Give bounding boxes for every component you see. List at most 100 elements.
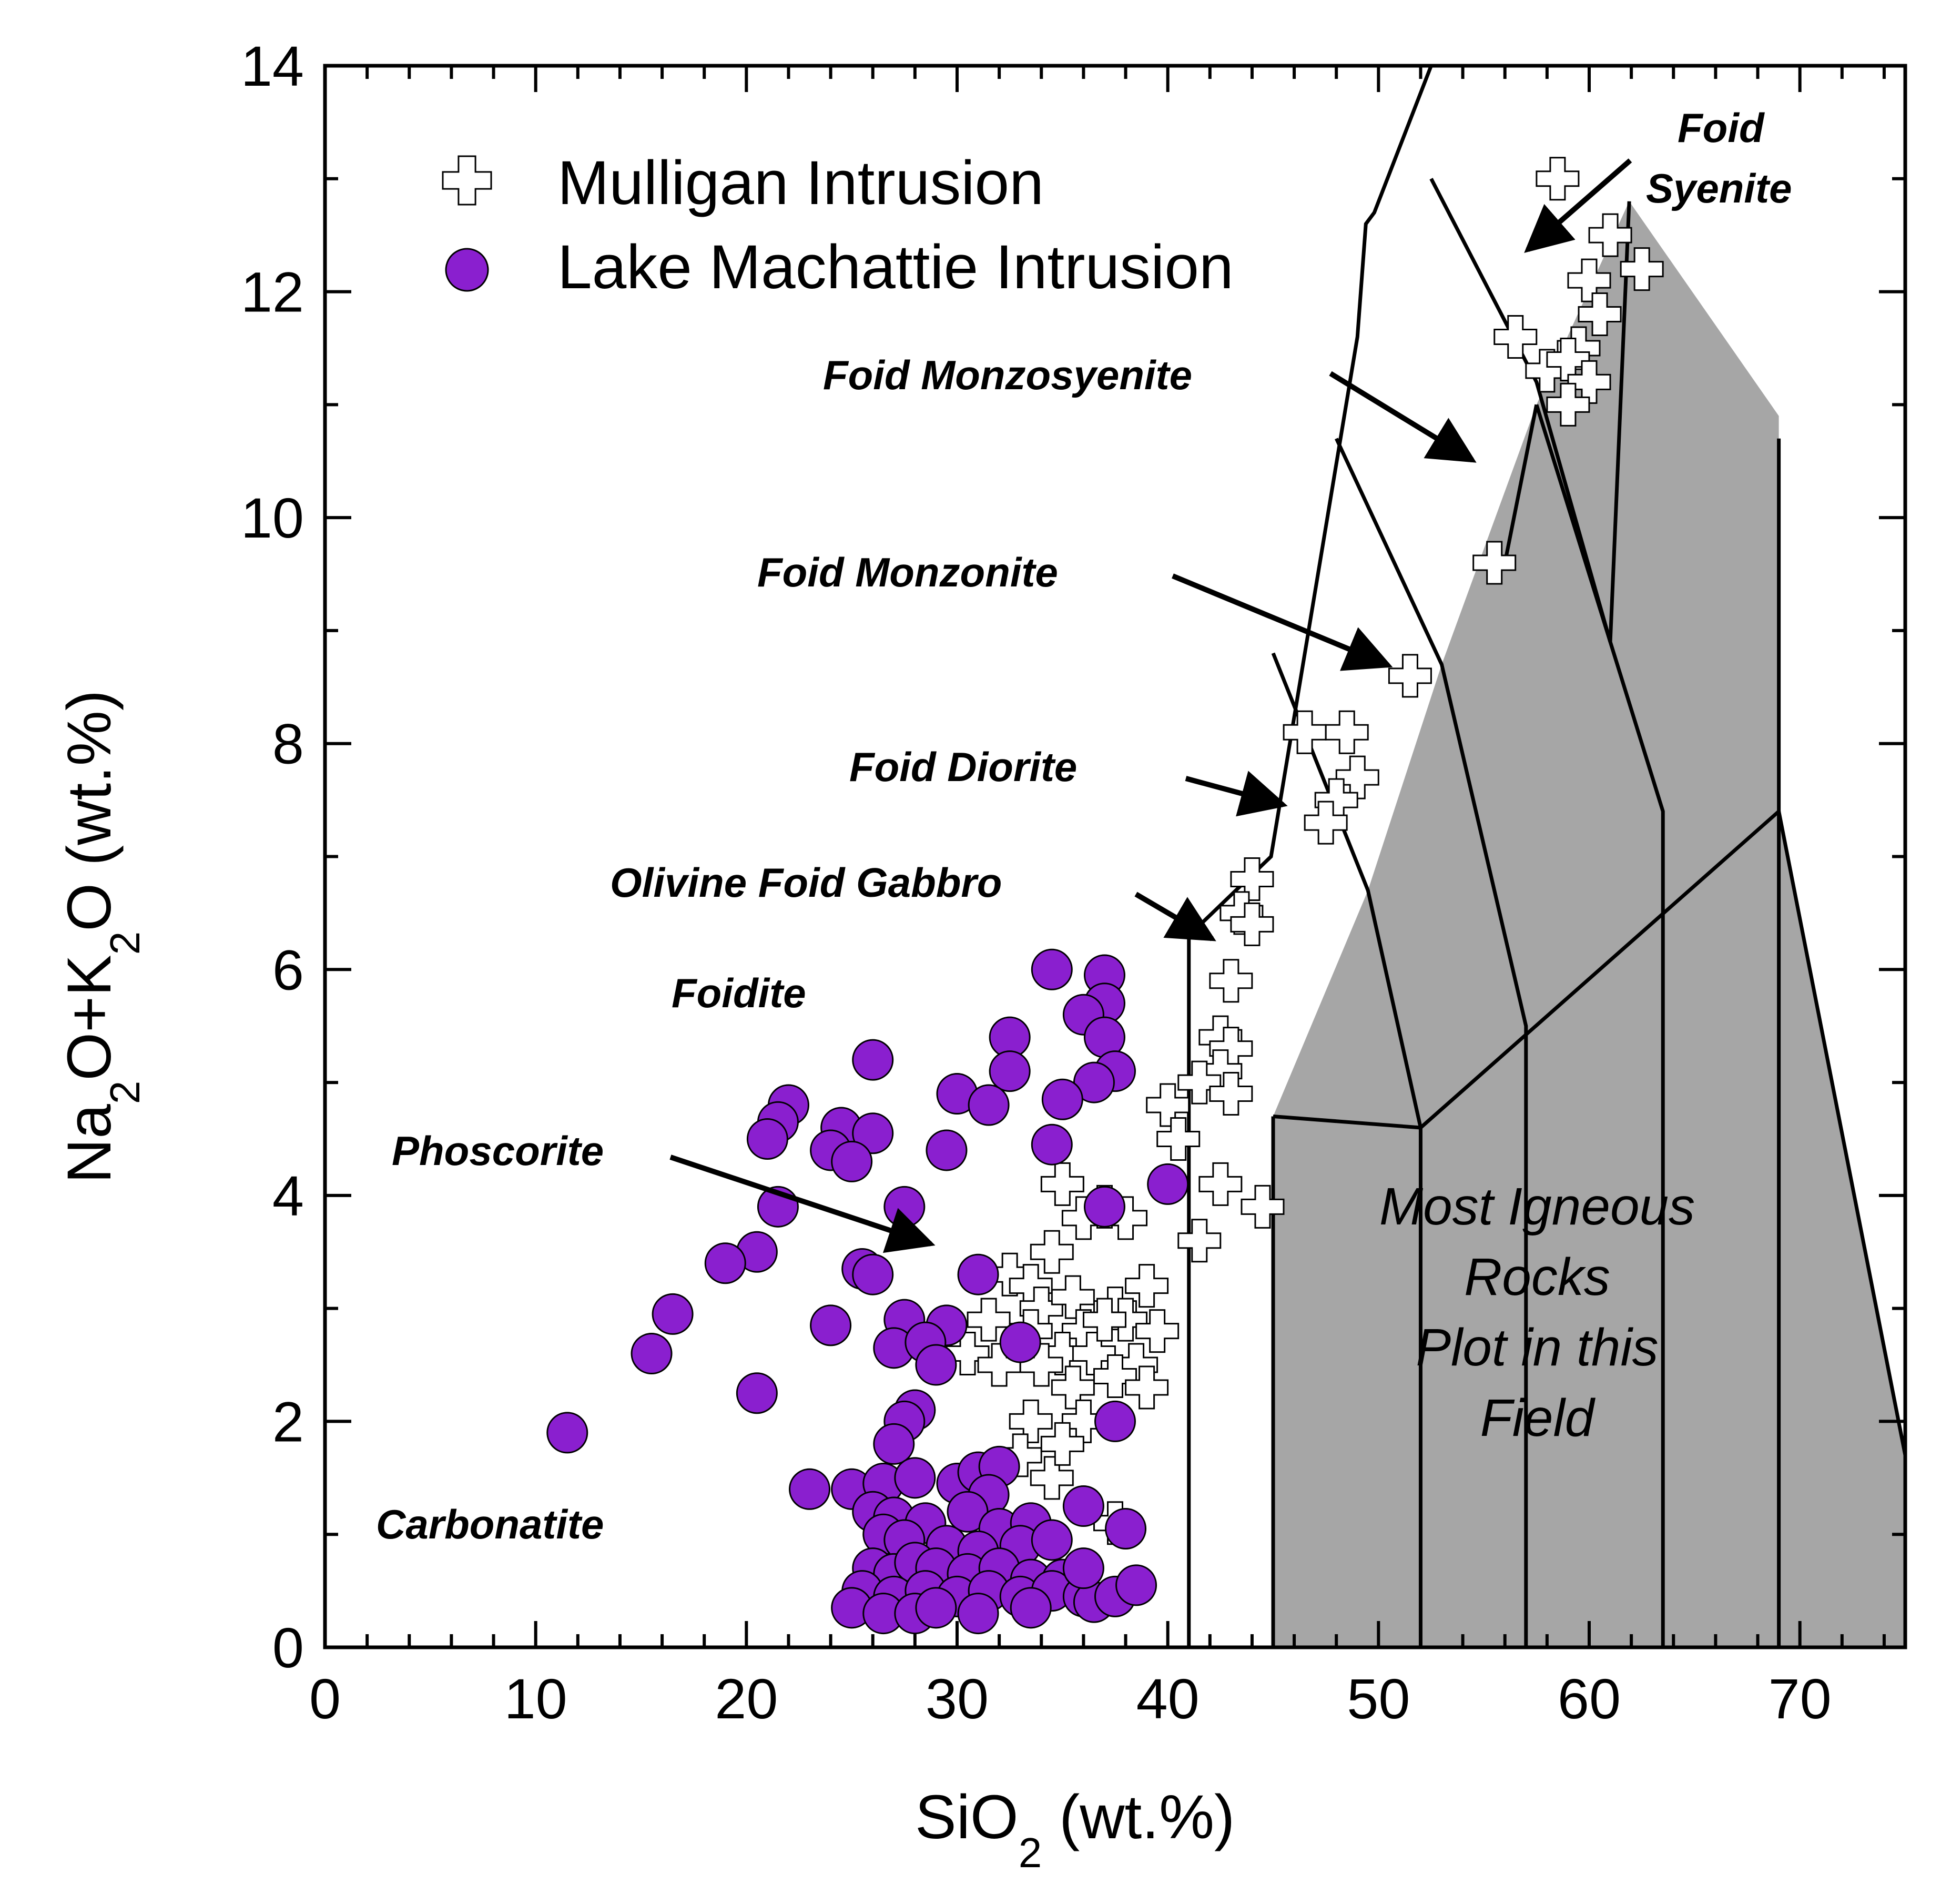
machattie-point [852, 1112, 894, 1154]
legend: Mulligan Intrusion Lake Machattie Intrus… [442, 148, 1234, 302]
mulligan-point [1040, 1162, 1084, 1206]
mulligan-point [1578, 292, 1622, 337]
machattie-point [915, 1344, 957, 1386]
y-tick-label: 0 [272, 1616, 304, 1679]
arrow-olivine-foid-gabbro [1134, 892, 1216, 941]
legend-label-mulligan: Mulligan Intrusion [557, 148, 1044, 218]
mulligan-point [1198, 1162, 1243, 1206]
machattie-point [873, 1423, 915, 1465]
y-tick-label: 6 [272, 938, 304, 1001]
x-tick-label: 30 [926, 1667, 989, 1730]
x-axis-title-main: SiO [915, 1783, 1019, 1852]
boundary-line-2 [1429, 178, 1631, 643]
shaded-field-label-line-3: Plot in this [1416, 1318, 1658, 1377]
machattie-point [883, 1186, 926, 1228]
mulligan-point [1009, 1399, 1053, 1443]
mulligan-point [1230, 902, 1274, 946]
machattie-point [1010, 1587, 1052, 1629]
label-foid-monzosyenite: Foid Monzosyenite [823, 352, 1192, 398]
machattie-point [1105, 1507, 1147, 1549]
label-olivine-foid-gabbro: Olivine Foid Gabbro [610, 859, 1002, 906]
mulligan-point [1325, 710, 1369, 754]
data-points-layer [546, 157, 1664, 1635]
field-labels: Foid Syenite Foid Monzosyenite Foid Monz… [376, 105, 1792, 1547]
mulligan-point [1493, 315, 1538, 359]
axes: 0 10 20 30 40 50 60 70 0 2 4 6 8 10 12 14 [241, 34, 1907, 1730]
mulligan-point [1304, 801, 1348, 845]
label-phoscorite: Phoscorite [392, 1128, 604, 1174]
machattie-point [704, 1242, 746, 1284]
shaded-field-label-line-4: Field [1480, 1389, 1596, 1447]
y-axis-title-part-5: O (wt.%) [55, 690, 124, 931]
mulligan-point [1241, 1184, 1285, 1229]
mulligan-point [1040, 1422, 1084, 1466]
mulligan-point [1061, 1399, 1105, 1443]
machattie-point [736, 1372, 778, 1414]
legend-label-machattie: Lake Machattie Intrusion [557, 232, 1234, 302]
y-tick-label: 14 [241, 34, 304, 98]
label-foid-syenite-1: Foid [1678, 105, 1765, 151]
machattie-point [957, 1593, 999, 1635]
label-foidite: Foidite [672, 970, 806, 1016]
arrow-foid-monzosyenite [1329, 371, 1477, 463]
arrow-foid-diorite [1185, 771, 1288, 817]
x-axis-title-sub: 2 [1019, 1829, 1042, 1876]
shaded-field-label-line-2: Rocks [1464, 1248, 1610, 1307]
mulligan-point [1156, 1117, 1201, 1161]
label-carbonatite: Carbonatite [376, 1501, 604, 1547]
label-foid-monzonite: Foid Monzonite [757, 549, 1058, 595]
machattie-point [968, 1084, 1010, 1126]
mulligan-point [1620, 247, 1664, 291]
mulligan-point [1125, 1264, 1169, 1308]
machattie-point [1062, 1547, 1104, 1589]
legend-circle-marker [445, 248, 489, 292]
y-axis-title-part-1: Na [55, 1104, 124, 1183]
machattie-point [1083, 1186, 1125, 1228]
mulligan-point [1209, 959, 1253, 1003]
mulligan-point [1177, 1060, 1222, 1105]
mulligan-point [1093, 1354, 1137, 1399]
shaded-field [1273, 201, 1905, 1647]
legend-cross-marker [442, 155, 492, 206]
machattie-point [894, 1457, 936, 1499]
arrow-foid-syenite [1524, 158, 1632, 253]
y-tick-label: 8 [272, 712, 304, 776]
machattie-point [915, 1587, 957, 1629]
machattie-point [926, 1129, 968, 1171]
mulligan-point [1283, 710, 1327, 754]
machattie-point [631, 1333, 673, 1375]
shaded-field-layer [1273, 201, 1905, 1647]
x-axis-title: SiO2 (wt.%) [915, 1783, 1235, 1876]
y-tick-label: 12 [241, 260, 304, 324]
x-tick-label: 20 [715, 1667, 778, 1730]
label-foid-syenite-2: Syenite [1646, 165, 1792, 211]
y-axis-title-part-3: O+K [55, 955, 124, 1080]
boundary-line-4 [1271, 652, 1422, 1647]
machattie-point [852, 1039, 894, 1081]
machattie-point [999, 1321, 1041, 1363]
mulligan-point [1030, 1456, 1074, 1500]
mulligan-point [946, 1332, 990, 1376]
x-tick-label: 50 [1347, 1667, 1410, 1730]
mulligan-point [1335, 755, 1379, 799]
boundary-line-5 [1273, 438, 1781, 1130]
arrow-foid-monzonite [1172, 573, 1393, 671]
legend-marker-machattie [445, 248, 489, 292]
y-tick-label: 10 [241, 486, 304, 550]
mulligan-point [1082, 1298, 1126, 1342]
arrow-phoscorite [669, 1154, 936, 1253]
x-tick-label: 10 [504, 1667, 567, 1730]
y-axis-title: Na2O+K2O (wt.%) [55, 690, 148, 1183]
machattie-point [1031, 1519, 1073, 1561]
y-tick-label: 4 [272, 1164, 304, 1228]
y-tick-label: 2 [272, 1390, 304, 1453]
y-axis-title-part-4: 2 [101, 931, 148, 955]
machattie-point [989, 1050, 1031, 1092]
boundary-line-upper [1503, 404, 1539, 563]
mulligan-point [1567, 360, 1611, 404]
mulligan-point [1230, 857, 1274, 901]
legend-marker-mulligan [442, 155, 492, 206]
mulligan-point [1135, 1309, 1180, 1353]
mulligan-point [1388, 654, 1432, 698]
